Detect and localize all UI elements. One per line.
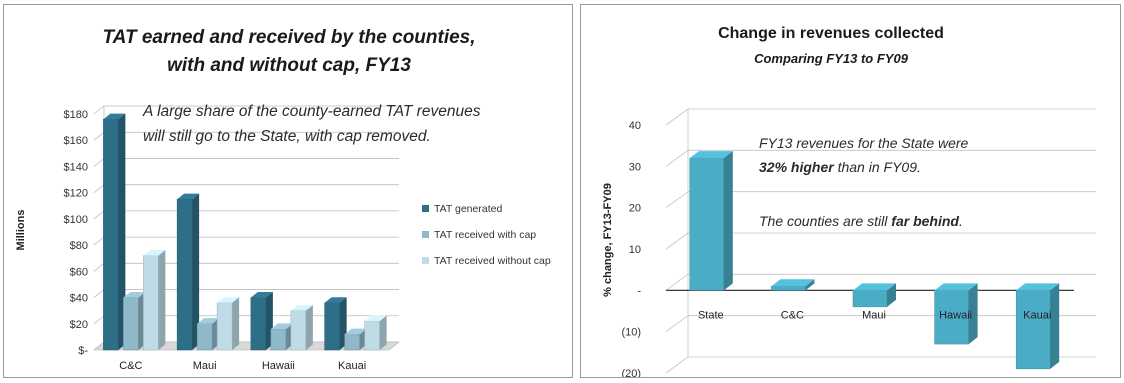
left-bar-0-2 [143,250,166,351]
left-y-tick-label: $160 [64,135,88,147]
left-category-label: Maui [193,360,217,372]
right-y-tick-label: 10 [629,244,641,256]
right-category-label: Maui [862,309,886,321]
left-bar-1-1 [196,318,220,351]
right-annotation-bold-3: far behind [891,213,959,229]
right-y-tick-label: 30 [629,161,641,173]
right-annotation-rest-1: than in FY09. [834,159,921,175]
right-bar-3 [934,283,978,345]
right-annotation-bold-1: 32% higher [759,159,835,175]
left-bar-2-0 [250,291,273,351]
legend-label: TAT received with cap [434,229,536,241]
left-y-tick-label: $60 [70,266,88,278]
right-category-label: C&C [781,309,804,321]
left-category-label: Hawaii [262,360,295,372]
right-y-tick-label: (10) [621,327,641,339]
right-annotation-line-2: 32% higher than in FY09. [759,159,921,175]
left-bar-3-1 [344,328,367,351]
left-bar-0-0 [103,113,126,351]
left-category-label: C&C [119,360,142,372]
right-chart-subtitle: Comparing FY13 to FY09 [754,51,909,66]
left-bar-1-0 [176,193,200,351]
legend-swatch [422,257,429,264]
left-bar-2-2 [290,305,313,351]
right-y-tick-label: - [637,285,641,297]
left-bar-3-0 [324,297,347,351]
revenue-change-chart: Change in revenues collected Comparing F… [602,25,1096,378]
legend-label: TAT generated [434,203,502,215]
legend-swatch [422,205,429,212]
left-bar-3-2 [364,315,387,351]
tat-earned-chart: TAT earned and received by the counties,… [15,27,551,372]
left-y-tick-label: $80 [70,240,88,252]
right-y-tick-label: 20 [629,203,641,215]
right-annotation-text-3: The counties are still [759,213,891,229]
right-bar-0 [689,151,733,291]
left-y-tick-label: $100 [64,214,88,226]
left-y-tick-label: $180 [64,109,88,121]
left-y-tick-label: $- [78,345,88,357]
left-category-label: Kauai [338,360,366,372]
right-annotation-end-3: . [959,213,963,229]
right-annotation-line-3: The counties are still far behind. [759,213,963,229]
right-bar-2 [852,283,896,308]
left-annotation-line-2: will still go to the State, with cap rem… [143,128,431,145]
left-chart-panel: TAT earned and received by the counties,… [3,4,573,378]
left-annotation-line-1: A large share of the county-earned TAT r… [142,103,481,120]
right-category-label: Kauai [1023,309,1051,321]
right-chart-title: Change in revenues collected [718,25,944,42]
right-annotation-line-1: FY13 revenues for the State were [759,135,969,151]
right-bar-1 [771,279,815,291]
left-y-tick-label: $120 [64,188,88,200]
right-y-tick-label: 40 [629,120,641,132]
left-y-tick-label: $20 [70,319,88,331]
left-chart-subtitle: with and without cap, FY13 [167,55,411,76]
right-chart-panel: Change in revenues collected Comparing F… [580,4,1121,378]
left-bar-2-1 [270,323,293,351]
left-bar-1-2 [216,297,240,351]
legend-label: TAT received without cap [434,255,551,267]
right-category-label: State [698,309,724,321]
left-bar-0-1 [123,291,146,351]
right-category-label: Hawaii [939,309,972,321]
left-chart-title: TAT earned and received by the counties, [102,27,475,48]
legend-swatch [422,231,429,238]
left-y-tick-label: $140 [64,161,88,173]
right-bar-4 [1015,283,1060,370]
left-y-tick-label: $40 [70,293,88,305]
right-y-tick-label: (20) [621,368,641,378]
right-y-axis-label: % change, FY13-FY09 [602,183,614,297]
left-y-axis-label: Millions [15,210,27,251]
